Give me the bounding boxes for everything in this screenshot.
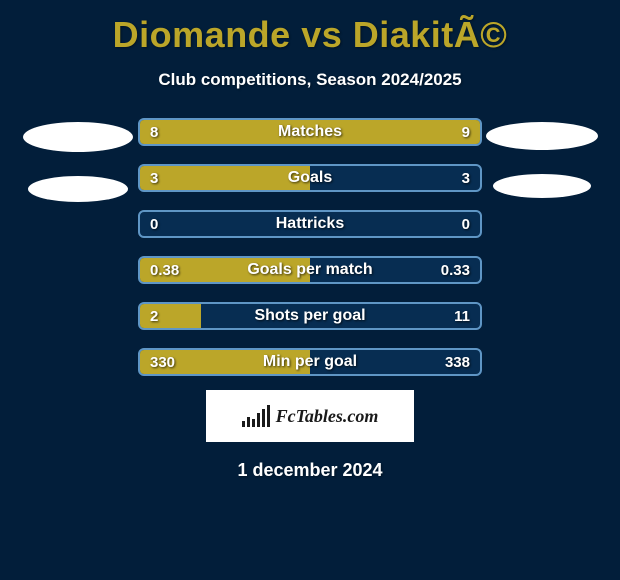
page-subtitle: Club competitions, Season 2024/2025 [158, 70, 461, 90]
bar-label: Goals [140, 166, 480, 190]
brand-icon-bar [242, 421, 245, 427]
bar-label: Goals per match [140, 258, 480, 282]
stat-bar: 0.380.33Goals per match [138, 256, 482, 284]
brand-chart-icon [242, 405, 270, 427]
stat-bar: 330338Min per goal [138, 348, 482, 376]
stat-bar: 89Matches [138, 118, 482, 146]
bar-label: Min per goal [140, 350, 480, 374]
page-root: Diomande vs DiakitÃ© Club competitions, … [0, 0, 620, 481]
player-left-ellipse-2 [28, 176, 128, 202]
stat-bars: 89Matches 33Goals 00Hattricks 0.380.33Goals… [138, 118, 482, 376]
brand-icon-bar [252, 419, 255, 427]
stat-bar: 211Shots per goal [138, 302, 482, 330]
stat-bar: 00Hattricks [138, 210, 482, 238]
footer-date: 1 december 2024 [237, 460, 382, 481]
bar-label: Hattricks [140, 212, 480, 236]
player-right-ellipse-2 [493, 174, 591, 198]
stat-bar: 33Goals [138, 164, 482, 192]
bar-label: Shots per goal [140, 304, 480, 328]
left-avatar-col [18, 118, 138, 202]
brand-text: FcTables.com [276, 406, 379, 427]
brand-box: FcTables.com [206, 390, 414, 442]
brand-icon-bar [247, 417, 250, 427]
brand-icon-bar [267, 405, 270, 427]
page-title: Diomande vs DiakitÃ© [113, 14, 508, 56]
stats-area: 89Matches 33Goals 00Hattricks 0.380.33Goals… [0, 118, 620, 376]
player-right-ellipse-1 [486, 122, 598, 150]
right-avatar-col [482, 118, 602, 198]
player-left-ellipse-1 [23, 122, 133, 152]
bar-label: Matches [140, 120, 480, 144]
brand-icon-bar [262, 409, 265, 427]
brand-icon-bar [257, 413, 260, 427]
